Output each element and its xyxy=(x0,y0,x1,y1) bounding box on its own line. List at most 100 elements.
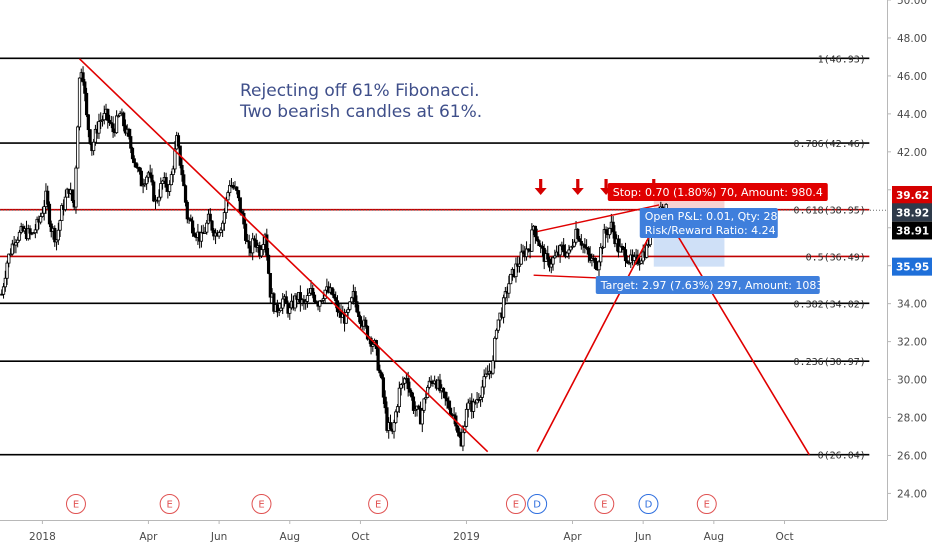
candle-body xyxy=(558,245,562,256)
candle-body xyxy=(491,360,495,374)
price-badge-label: 38.92 xyxy=(896,207,929,219)
fib-level-label: 0.236(30.97) xyxy=(794,357,866,368)
candle-body xyxy=(145,176,149,185)
y-tick-label: 26.00 xyxy=(897,450,927,462)
candle-body xyxy=(562,244,566,253)
candle-body xyxy=(31,232,36,235)
event-marker-label: E xyxy=(601,500,607,511)
candle-body xyxy=(627,262,631,265)
candle-body xyxy=(127,128,131,137)
candle-body xyxy=(503,291,507,299)
candle-body xyxy=(530,229,534,252)
x-tick-label: Apr xyxy=(139,531,158,543)
candle-body xyxy=(76,126,80,169)
y-axis[interactable]: 50.0048.0046.0044.0042.0040.0038.0036.00… xyxy=(887,0,927,500)
earnings-marker[interactable] xyxy=(251,494,272,514)
candle-body xyxy=(599,246,603,263)
candle-body xyxy=(645,244,649,258)
candle-body xyxy=(235,186,239,191)
x-tick-label: 2018 xyxy=(29,531,56,543)
candle-body xyxy=(376,348,380,371)
candle-body xyxy=(484,373,488,378)
candle-body xyxy=(588,253,592,261)
stop-label: Stop: 0.70 (1.80%) 70, Amount: 980.4 xyxy=(613,186,823,199)
stop-label-box xyxy=(607,183,828,201)
candle-body xyxy=(93,128,98,143)
candle-body xyxy=(586,247,590,255)
candle-body xyxy=(551,257,555,265)
candle-body xyxy=(58,220,62,231)
risk-reward-label: Risk/Reward Ratio: 4.24 xyxy=(645,224,776,237)
earnings-marker[interactable] xyxy=(368,494,389,514)
candle-body xyxy=(63,196,67,210)
candle-body xyxy=(394,411,398,424)
candle-body xyxy=(190,220,195,234)
candle-body xyxy=(279,307,283,312)
y-tick-label: 46.00 xyxy=(897,71,927,83)
candle-body xyxy=(7,253,11,264)
candle-body xyxy=(81,72,85,83)
candle-body xyxy=(122,112,126,127)
candle-body xyxy=(413,408,417,411)
earnings-marker[interactable] xyxy=(505,494,526,514)
candle-body xyxy=(277,310,281,313)
candle-body xyxy=(533,225,537,238)
candle-body xyxy=(607,228,612,236)
fib-level-label: 0.5(36.49) xyxy=(806,252,866,263)
candle-body xyxy=(646,244,651,247)
candle-body xyxy=(567,249,571,254)
candle-body xyxy=(475,399,479,404)
candle-body xyxy=(600,246,605,249)
earnings-marker[interactable] xyxy=(159,494,180,514)
candle-body xyxy=(466,402,470,410)
earnings-marker[interactable] xyxy=(65,494,86,514)
candle-body xyxy=(148,172,152,176)
dividend-marker[interactable] xyxy=(527,494,548,514)
candle-body xyxy=(102,112,106,121)
candle-body xyxy=(272,293,276,312)
candle-body xyxy=(576,228,580,240)
candle-body xyxy=(251,238,255,254)
candle-body xyxy=(565,252,569,257)
candle-body xyxy=(632,256,636,261)
candle-body xyxy=(480,386,484,398)
candle-body xyxy=(86,114,90,131)
candle-body xyxy=(205,222,209,233)
candle-body xyxy=(169,174,173,186)
candle-body xyxy=(266,254,271,274)
candle-body xyxy=(613,231,617,245)
candle-body xyxy=(519,251,523,265)
target-label-box xyxy=(595,276,820,294)
candle-body xyxy=(88,129,92,144)
candle-body xyxy=(371,344,375,347)
candle-body xyxy=(381,377,386,398)
candle-body xyxy=(583,244,587,248)
candle-body xyxy=(171,168,175,175)
earnings-marker[interactable] xyxy=(696,494,717,514)
candle-body xyxy=(570,245,575,248)
candle-body xyxy=(346,308,350,313)
x-axis: 2018 Apr Jun Aug Oct 2019 Apr Jun Aug Oct xyxy=(29,520,794,543)
candle-body xyxy=(254,239,258,248)
candle-body xyxy=(445,397,449,402)
candle-body xyxy=(111,123,115,133)
candle-body xyxy=(350,297,354,303)
candle-body xyxy=(83,81,87,94)
candle-body xyxy=(452,414,456,417)
candle-body xyxy=(408,388,412,393)
earnings-marker[interactable] xyxy=(594,494,615,514)
candle-body xyxy=(464,408,469,427)
candle-body xyxy=(293,295,297,309)
candle-body xyxy=(132,158,136,164)
candle-body xyxy=(236,190,241,199)
candle-body xyxy=(307,292,311,296)
candle-body xyxy=(314,301,318,304)
candle-body xyxy=(150,174,154,183)
candle-body xyxy=(457,431,462,437)
candle-body xyxy=(477,399,481,401)
dividend-marker[interactable] xyxy=(638,494,659,514)
candle-body xyxy=(275,304,280,313)
candle-body xyxy=(399,384,403,389)
